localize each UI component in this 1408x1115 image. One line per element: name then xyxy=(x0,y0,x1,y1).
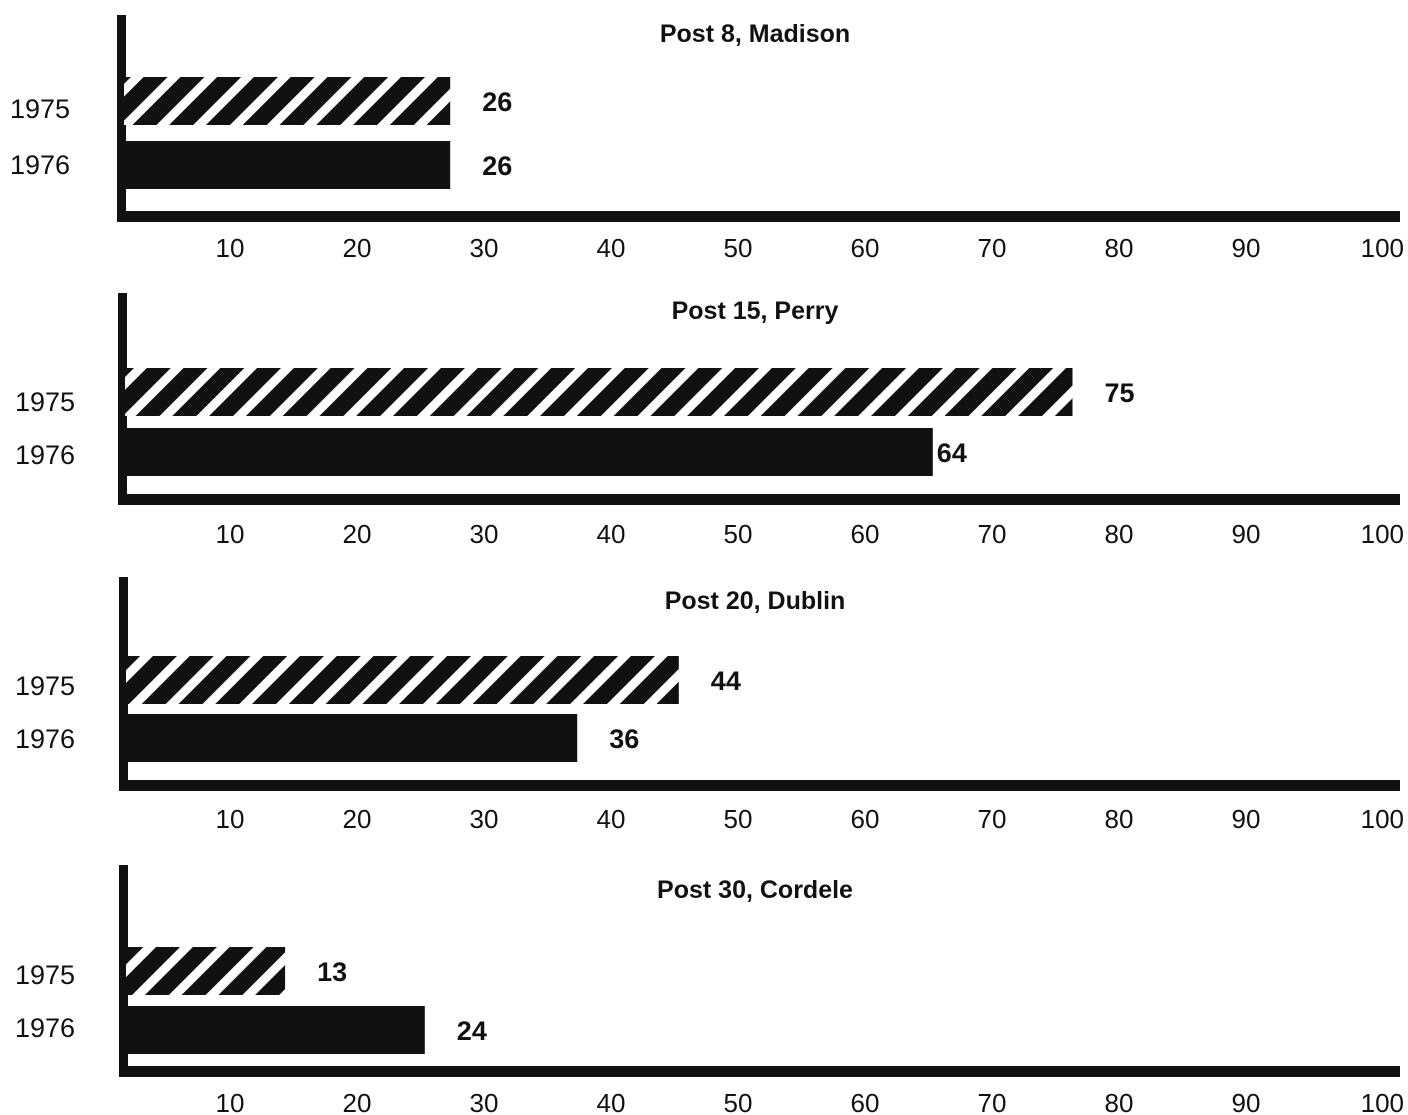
x-tick-label: 20 xyxy=(343,519,372,549)
x-tick-label: 40 xyxy=(597,519,626,549)
x-tick-label: 20 xyxy=(343,804,372,834)
bar-1975 xyxy=(125,368,1073,416)
x-tick-label: 40 xyxy=(597,233,626,263)
category-label: 1976 xyxy=(10,150,70,180)
x-tick-label: 30 xyxy=(470,519,499,549)
x-tick-label: 50 xyxy=(724,519,753,549)
bar-1976 xyxy=(126,714,578,762)
x-tick-label: 90 xyxy=(1232,519,1261,549)
value-label: 13 xyxy=(317,957,347,987)
bar-1976 xyxy=(124,141,451,189)
x-tick-label: 60 xyxy=(851,519,880,549)
x-tick-label: 50 xyxy=(724,804,753,834)
x-tick-label: 80 xyxy=(1105,233,1134,263)
x-tick-label: 90 xyxy=(1232,804,1261,834)
x-axis-line xyxy=(117,211,1400,222)
x-tick-label: 60 xyxy=(851,233,880,263)
x-tick-label: 70 xyxy=(978,233,1007,263)
x-tick-label: 20 xyxy=(343,233,372,263)
chart-title: Post 15, Perry xyxy=(672,297,839,325)
x-tick-label: 90 xyxy=(1232,1088,1261,1115)
x-tick-label: 50 xyxy=(724,1088,753,1115)
x-tick-label: 30 xyxy=(470,804,499,834)
x-tick-label: 100 xyxy=(1361,804,1404,834)
chart-title: Post 8, Madison xyxy=(660,20,850,48)
bar-1975 xyxy=(126,656,679,704)
x-tick-label: 30 xyxy=(470,233,499,263)
value-label: 64 xyxy=(937,438,967,468)
y-axis-line xyxy=(119,865,128,1076)
category-label: 1975 xyxy=(15,671,75,701)
chart-title: Post 20, Dublin xyxy=(665,587,846,615)
value-label: 36 xyxy=(609,724,639,754)
category-label: 1976 xyxy=(15,724,75,754)
x-tick-label: 40 xyxy=(597,1088,626,1115)
value-label: 26 xyxy=(482,87,512,117)
x-tick-label: 50 xyxy=(724,233,753,263)
x-axis-line xyxy=(118,494,1400,505)
x-tick-label: 100 xyxy=(1361,1088,1404,1115)
x-tick-label: 70 xyxy=(978,519,1007,549)
value-label: 44 xyxy=(711,666,741,696)
value-label: 26 xyxy=(482,151,512,181)
x-tick-label: 100 xyxy=(1361,519,1404,549)
category-label: 1976 xyxy=(15,440,75,470)
x-axis-line xyxy=(119,780,1400,791)
value-label: 24 xyxy=(457,1016,487,1046)
x-tick-label: 10 xyxy=(216,1088,245,1115)
x-tick-label: 60 xyxy=(851,804,880,834)
x-tick-label: 20 xyxy=(343,1088,372,1115)
category-label: 1976 xyxy=(15,1013,75,1043)
x-tick-label: 90 xyxy=(1232,233,1261,263)
bar-1975 xyxy=(126,947,286,995)
y-axis-line xyxy=(117,15,126,221)
x-tick-label: 80 xyxy=(1105,1088,1134,1115)
y-axis-line xyxy=(119,577,128,790)
y-axis-line xyxy=(118,293,127,504)
bar-1976 xyxy=(125,428,933,476)
x-tick-label: 60 xyxy=(851,1088,880,1115)
bar-1975 xyxy=(124,77,451,125)
chart-title: Post 30, Cordele xyxy=(657,876,853,904)
category-label: 1975 xyxy=(15,387,75,417)
x-axis-line xyxy=(119,1066,1400,1077)
bar-1976 xyxy=(126,1006,425,1054)
x-tick-label: 40 xyxy=(597,804,626,834)
x-tick-label: 70 xyxy=(978,804,1007,834)
x-tick-label: 80 xyxy=(1105,804,1134,834)
category-label: 1975 xyxy=(15,960,75,990)
x-tick-label: 70 xyxy=(978,1088,1007,1115)
x-tick-label: 10 xyxy=(216,519,245,549)
x-tick-label: 80 xyxy=(1105,519,1134,549)
x-tick-label: 10 xyxy=(216,804,245,834)
x-tick-label: 30 xyxy=(470,1088,499,1115)
value-label: 75 xyxy=(1105,378,1135,408)
x-tick-label: 100 xyxy=(1361,233,1404,263)
x-tick-label: 10 xyxy=(216,233,245,263)
category-label: 1975 xyxy=(10,94,70,124)
